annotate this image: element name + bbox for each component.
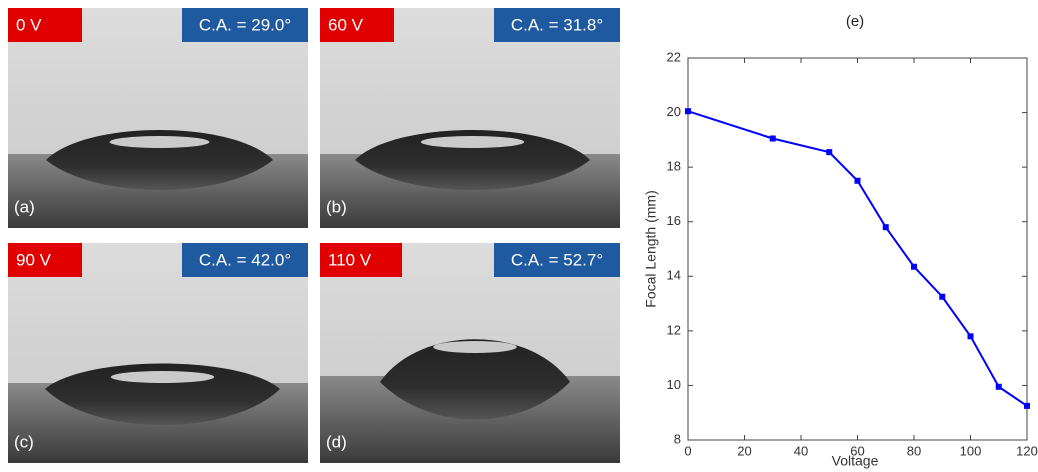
voltage-label: 0 V <box>16 15 42 34</box>
voltage-label: 110 V <box>328 250 372 269</box>
photo-panel: 110 V C.A. = 52.7° (d) <box>320 243 620 463</box>
data-point <box>939 293 946 300</box>
data-point <box>826 149 833 156</box>
voltage-box <box>8 243 82 277</box>
x-tick-label: 100 <box>960 443 982 458</box>
angle-box <box>494 243 620 277</box>
droplet-highlight <box>420 136 525 148</box>
data-point <box>882 224 889 231</box>
y-tick-label: 10 <box>667 377 681 392</box>
panel-label: (b) <box>326 197 347 216</box>
x-tick-label: 0 <box>684 443 691 458</box>
droplet <box>46 130 273 190</box>
x-tick-label: 20 <box>737 443 751 458</box>
panel-label: (a) <box>14 197 35 216</box>
x-tick-label: 80 <box>907 443 921 458</box>
droplet <box>45 363 280 425</box>
droplet <box>380 339 570 420</box>
y-tick-label: 22 <box>667 49 681 64</box>
chart-title: (e) <box>846 13 864 30</box>
data-point <box>769 135 776 142</box>
data-point <box>854 177 861 184</box>
angle-box <box>494 8 620 42</box>
data-point <box>685 108 691 115</box>
panel-label: (d) <box>326 432 347 451</box>
photo-panel: 0 V C.A. = 29.0° (a) <box>8 8 308 228</box>
x-tick-label: 60 <box>850 443 864 458</box>
angle-box <box>182 8 308 42</box>
data-point <box>967 333 974 340</box>
voltage-box <box>8 8 82 42</box>
y-axis-label: Focal Length (mm) <box>643 190 659 307</box>
data-point <box>911 263 917 270</box>
data-point <box>1024 402 1030 409</box>
angle-label: C.A. = 52.7° <box>511 250 603 269</box>
voltage-box <box>320 8 394 42</box>
data-point <box>995 383 1002 390</box>
droplet-highlight <box>110 371 215 383</box>
y-tick-label: 8 <box>674 431 681 446</box>
droplet-highlight <box>433 341 517 353</box>
angle-label: C.A. = 42.0° <box>199 250 291 269</box>
angle-label: C.A. = 29.0° <box>199 15 291 34</box>
y-tick-label: 12 <box>667 322 681 337</box>
plot-frame <box>687 57 1028 441</box>
y-tick-label: 18 <box>667 159 681 174</box>
photo-panel: 60 V C.A. = 31.8° (b) <box>320 8 620 228</box>
data-line <box>687 110 1028 407</box>
panel-label: (c) <box>14 432 34 451</box>
y-tick-label: 20 <box>667 104 681 119</box>
x-tick-label: 40 <box>794 443 808 458</box>
x-axis-label: Voltage <box>832 453 879 469</box>
angle-box <box>182 243 308 277</box>
y-tick-label: 16 <box>667 213 681 228</box>
angle-label: C.A. = 31.8° <box>511 15 603 34</box>
voltage-label: 60 V <box>328 15 364 34</box>
photo-panel: 90 V C.A. = 42.0° (c) <box>8 243 308 463</box>
voltage-box <box>320 243 402 277</box>
x-tick-label: 120 <box>1016 443 1038 458</box>
droplet-highlight <box>109 136 210 148</box>
droplet <box>355 130 590 190</box>
voltage-label: 90 V <box>16 250 52 269</box>
y-tick-label: 14 <box>667 268 681 283</box>
